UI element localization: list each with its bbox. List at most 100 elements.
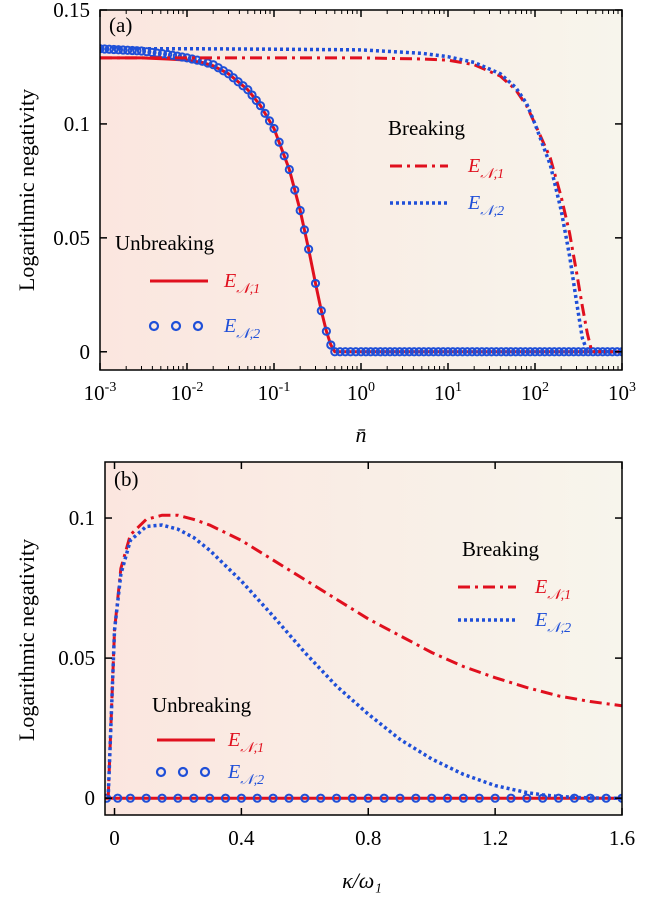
data-point (525, 347, 535, 357)
data-point (252, 793, 262, 803)
data-point (399, 347, 410, 357)
y-tick-label: 0.1 (69, 506, 95, 530)
data-point (304, 244, 314, 254)
data-point (458, 793, 469, 803)
x-tick-label-exponent: 3 (629, 380, 636, 395)
legend-label-main: E (227, 761, 240, 783)
legend-marker (155, 766, 167, 778)
data-point (279, 151, 289, 161)
y-tick-label: 0 (85, 786, 96, 810)
data-point (109, 44, 119, 55)
x-tick-label-base: 10 (521, 381, 542, 405)
data-point (501, 347, 511, 357)
y-tick-label: 0.1 (64, 112, 90, 136)
legend-entry-label: E𝒩,2 (223, 315, 260, 342)
data-point (462, 347, 472, 357)
legend-marker (148, 320, 160, 332)
data-point (573, 347, 584, 357)
x-tick-label: 1.6 (609, 826, 635, 850)
data-point (506, 347, 516, 357)
data-point (335, 347, 345, 357)
data-point (564, 347, 574, 357)
legend-label-main: E (223, 315, 236, 337)
legend-label-main: E (227, 729, 240, 751)
data-point (442, 793, 453, 803)
legend-entry-label: E𝒩,2 (534, 609, 571, 636)
data-point (366, 347, 376, 357)
legend-label-sub: 𝒩,1 (240, 741, 264, 756)
data-point (264, 116, 275, 126)
legend-marker (192, 320, 204, 332)
data-point (419, 347, 429, 357)
x-tick-label-base: 10 (171, 381, 192, 405)
panel-a: 10-3 10-2 10-1 100 101 102 10300.050.10.15Loga… (14, 0, 636, 447)
data-point (127, 45, 137, 56)
data-point (295, 205, 305, 216)
data-point (549, 347, 559, 357)
data-point (236, 793, 246, 803)
x-axis-title: κ/ω₁ (342, 868, 382, 893)
data-point (433, 347, 443, 357)
data-point (569, 347, 579, 357)
legend-entry-label: E𝒩,1 (223, 270, 260, 297)
x-tick-label: 10-3 (84, 380, 117, 405)
legend-label-main: E (467, 192, 480, 214)
x-tick-label-exponent: 2 (542, 380, 549, 395)
data-point (345, 347, 356, 357)
legend-marker (177, 766, 189, 778)
series-line-breaking-E2 (100, 46, 622, 354)
data-point (457, 347, 468, 357)
data-point (375, 347, 385, 357)
data-point (326, 340, 336, 350)
data-point (453, 347, 463, 357)
data-point (544, 347, 555, 357)
data-point (356, 347, 366, 357)
data-point (443, 347, 453, 357)
legend-label-sub: 𝒩,2 (547, 621, 571, 636)
data-point (427, 793, 437, 803)
y-tick-label: 0.05 (58, 646, 95, 670)
data-point (316, 793, 326, 803)
x-tick-label: 0.8 (355, 826, 381, 850)
y-axis-title: Logarithmic negativity (14, 539, 39, 741)
legend-label-sub: 𝒩,1 (480, 167, 504, 182)
data-point (409, 347, 419, 357)
x-tick-label: 0.4 (228, 826, 255, 850)
data-point (395, 347, 405, 357)
plot-background (105, 462, 622, 815)
data-point (125, 793, 135, 803)
data-point (530, 347, 540, 357)
data-point (559, 347, 569, 357)
legend-label-sub: 𝒩,2 (236, 327, 260, 342)
data-point (167, 50, 178, 60)
x-tick-label: 1.2 (482, 826, 508, 850)
legend-entry-label: E𝒩,2 (227, 761, 264, 788)
data-point (522, 793, 532, 803)
legend-label-main: E (223, 270, 236, 292)
plot-background (100, 10, 622, 370)
legend-label-sub: 𝒩,2 (240, 773, 264, 788)
data-point (380, 347, 390, 357)
x-tick-label-base: 10 (608, 381, 629, 405)
x-axis-title: n̄ (356, 422, 367, 447)
series-line-breaking-E2 (106, 523, 622, 800)
data-point (284, 164, 294, 175)
legend-entry-label: E𝒩,1 (227, 729, 264, 756)
data-point (411, 793, 421, 803)
legend-title: Breaking (388, 116, 465, 140)
data-point (113, 793, 123, 803)
data-point (379, 793, 389, 803)
x-tick-label-base: 10 (84, 381, 105, 405)
y-tick-label: 0.15 (53, 0, 90, 22)
x-tick-label: 0 (109, 826, 120, 850)
x-tick-label-base: 10 (347, 381, 368, 405)
data-point (220, 793, 231, 803)
legend-marker (170, 320, 182, 332)
data-point (540, 347, 550, 357)
x-tick-label: 102 (521, 380, 549, 405)
